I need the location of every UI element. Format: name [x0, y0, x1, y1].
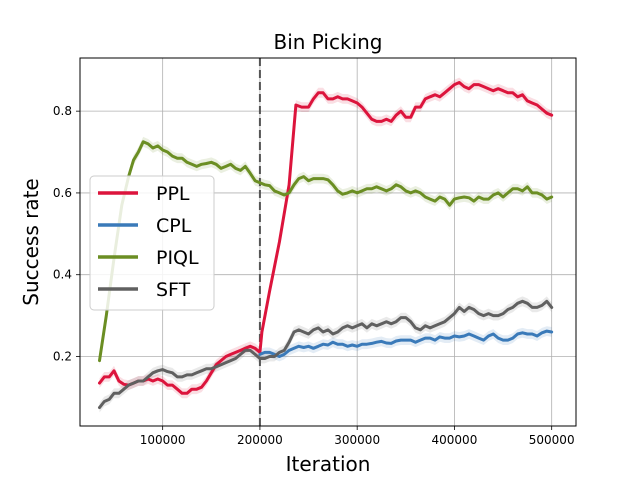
plot-frame: [79, 57, 577, 427]
legend-label-piql: PIQL: [156, 247, 199, 269]
x-tick-label: 100000: [140, 433, 186, 447]
series-line-sft: [98, 299, 554, 410]
y-axis-label: Success rate: [19, 178, 43, 306]
x-tick-label: 400000: [432, 433, 478, 447]
x-tick-label: 500000: [529, 433, 575, 447]
y-tick-label: 0.8: [53, 104, 72, 118]
series-lines: [98, 81, 554, 410]
x-tick-label: 300000: [334, 433, 380, 447]
x-axis-label: Iteration: [286, 452, 371, 476]
legend-box: [89, 175, 215, 311]
y-axis-ticks: 0.2 0.4 0.6 0.8: [53, 104, 80, 363]
series-line-cpl: [258, 329, 554, 358]
legend-label-ppl: PPL: [156, 183, 190, 205]
x-axis-ticks: 100000 200000 300000 400000 500000: [140, 426, 575, 447]
x-tick-label: 200000: [237, 433, 283, 447]
legend: PPL CPL PIQL SFT: [89, 175, 215, 311]
legend-label-sft: SFT: [156, 279, 191, 301]
legend-label-cpl: CPL: [156, 215, 192, 237]
series-line-piql: [98, 140, 554, 363]
band-piql: [99, 136, 552, 366]
y-tick-label: 0.4: [53, 268, 72, 282]
chart-title: Bin Picking: [274, 30, 383, 54]
y-tick-label: 0.2: [53, 349, 72, 363]
band-cpl: [259, 326, 552, 362]
series-line-ppl: [98, 81, 554, 395]
y-tick-label: 0.6: [53, 186, 72, 200]
